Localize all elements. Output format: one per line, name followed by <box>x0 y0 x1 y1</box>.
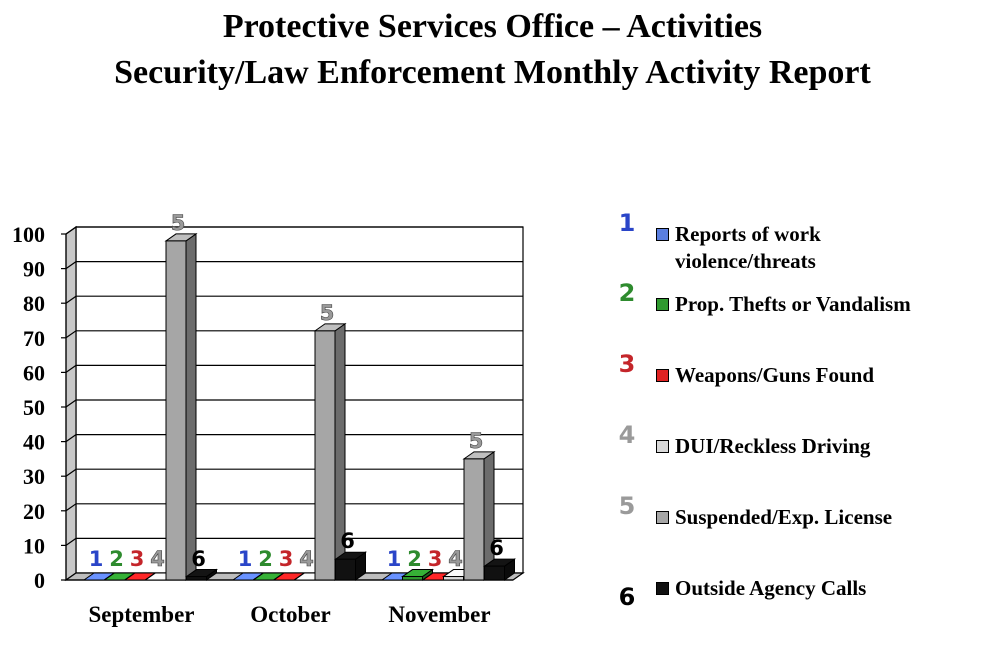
bar-data-label: 2 <box>109 547 124 571</box>
bar-data-label: 5 <box>320 301 335 325</box>
y-tick-label: 100 <box>12 222 45 247</box>
legend-marker-number: 4 <box>618 421 636 449</box>
y-tick-label: 70 <box>23 326 45 351</box>
gridline <box>65 434 523 443</box>
bar <box>165 240 187 581</box>
bar <box>402 576 423 581</box>
y-tick-label: 90 <box>23 257 45 282</box>
bar-data-label: 5 <box>171 211 186 235</box>
x-tick-label: October <box>250 602 330 627</box>
gridline <box>65 503 523 512</box>
legend-label: Suspended/Exp. License <box>675 505 893 529</box>
x-tick-label: November <box>388 602 490 627</box>
x-tick-label: September <box>88 602 194 627</box>
gridline <box>65 261 523 270</box>
legend-label: Weapons/Guns Found <box>675 363 875 387</box>
legend-marker-number: 3 <box>618 350 636 378</box>
legend-swatch <box>656 228 669 241</box>
bar-data-label: 4 <box>299 547 314 571</box>
bar-data-label: 3 <box>428 547 443 571</box>
bar-data-label: 5 <box>469 429 484 453</box>
bar <box>186 576 207 581</box>
gridline <box>65 295 523 304</box>
legend-marker-number: 6 <box>618 583 636 611</box>
gridline <box>65 330 523 339</box>
y-tick-label: 10 <box>23 533 45 558</box>
y-tick-label: 40 <box>23 430 45 455</box>
bar-data-label: 3 <box>279 547 294 571</box>
chart-subtitle: Security/Law Enforcement Monthly Activit… <box>114 54 871 91</box>
legend-marker-number: 2 <box>618 279 636 307</box>
y-tick-label: 80 <box>23 291 45 316</box>
bar-data-label: 6 <box>340 529 355 553</box>
legend-swatch <box>656 369 669 382</box>
y-tick-label: 0 <box>34 568 45 593</box>
gridline <box>65 226 523 235</box>
legend-marker-number: 5 <box>618 492 636 520</box>
legend-label: DUI/Reckless Driving <box>675 434 871 458</box>
legend-marker-number: 1 <box>618 209 636 237</box>
bar-side <box>185 232 197 581</box>
y-tick-label: 60 <box>23 360 45 385</box>
bar-data-label: 1 <box>238 547 253 571</box>
bar-data-label: 4 <box>448 547 463 571</box>
y-tick-label: 20 <box>23 499 45 524</box>
legend-swatch <box>656 582 669 595</box>
chart-title: Protective Services Office – Activities <box>222 8 763 45</box>
y-tick-label: 30 <box>23 464 45 489</box>
bar-data-label: 3 <box>130 547 145 571</box>
bar-data-label: 4 <box>150 547 165 571</box>
legend-swatch <box>656 298 669 311</box>
bar <box>443 576 464 581</box>
bar-data-label: 1 <box>387 547 402 571</box>
bar-data-label: 6 <box>489 536 504 560</box>
bar <box>314 330 336 581</box>
gridline <box>65 468 523 477</box>
bar <box>463 458 485 581</box>
gridline <box>65 399 523 408</box>
legend-swatch <box>656 440 669 453</box>
bar-data-label: 1 <box>89 547 104 571</box>
legend-swatch <box>656 511 669 524</box>
bar <box>335 558 356 581</box>
bar-data-label: 2 <box>407 547 422 571</box>
legend-label: Reports of work violence/threats <box>675 222 821 273</box>
y-tick-label: 50 <box>23 395 45 420</box>
gridline <box>65 537 523 546</box>
bar-data-label: 2 <box>258 547 273 571</box>
legend-label: Prop. Thefts or Vandalism <box>675 292 911 316</box>
legend-label: Outside Agency Calls <box>675 576 867 600</box>
bar-data-label: 6 <box>191 547 206 571</box>
bar <box>484 565 505 581</box>
gridline <box>65 364 523 373</box>
